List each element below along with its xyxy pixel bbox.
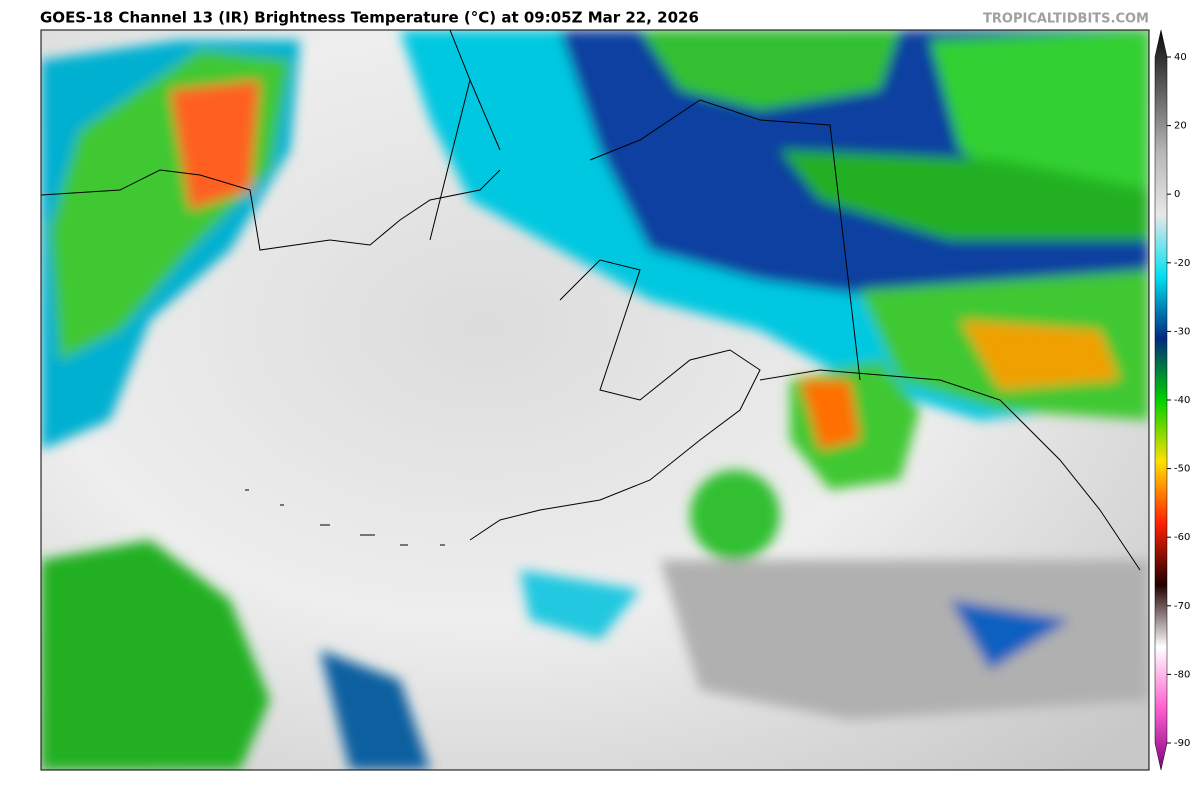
colorbar xyxy=(1154,29,1168,771)
colorbar-tick-label: -60 xyxy=(1174,532,1190,543)
watermark: TROPICALTIDBITS.COM xyxy=(983,12,1149,27)
colorbar-tick-label: -30 xyxy=(1174,326,1190,337)
colorbar-tick-label: -90 xyxy=(1174,738,1190,749)
colorbar-tick-label: -20 xyxy=(1174,258,1190,269)
colorbar-tick-label: -80 xyxy=(1174,669,1190,680)
title: GOES-18 Channel 13 (IR) Brightness Tempe… xyxy=(40,9,699,27)
satellite-map xyxy=(41,30,1149,770)
colorbar-tick-label: 20 xyxy=(1174,121,1187,132)
colorbar-tick-label: -50 xyxy=(1174,464,1190,475)
colorbar-tick-label: 0 xyxy=(1174,189,1180,200)
map-frame xyxy=(40,29,1150,771)
colorbar-tick-label: -70 xyxy=(1174,601,1190,612)
colorbar-tick-label: -40 xyxy=(1174,395,1190,406)
colorbar-tick-label: 40 xyxy=(1174,52,1187,63)
